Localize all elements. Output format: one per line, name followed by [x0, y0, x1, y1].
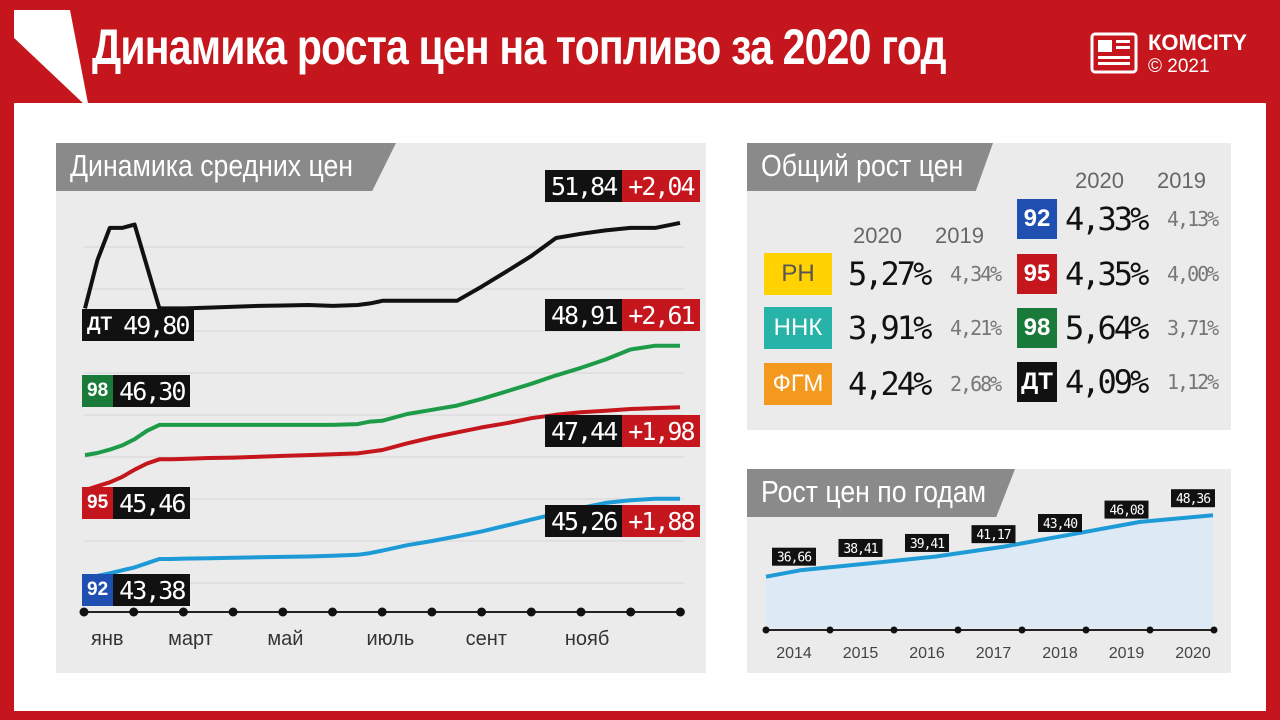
x-tick-label: март	[168, 628, 213, 650]
panel-header: Рост цен по годам	[747, 469, 1015, 517]
fuel-year-2019: 2019	[1157, 168, 1206, 193]
fuel-row-98: 98 5,64% 3,71%	[1017, 307, 1219, 349]
dt-end-value: 51,84	[545, 170, 623, 202]
fuel-row-95: 95 4,35% 4,00%	[1017, 253, 1219, 295]
company-value-2019: 4,21%	[950, 316, 1002, 340]
f98-end-value: 48,91	[545, 299, 623, 331]
company-year-2020: 2020	[853, 223, 902, 248]
fuel-badge-dt: ДТ	[1017, 362, 1057, 402]
company-value-2020: 3,91%	[848, 309, 932, 347]
f92-end-badge: 45,26 +1,88	[545, 505, 700, 537]
panel-title: Рост цен по годам	[761, 474, 987, 509]
company-value-2019: 2,68%	[950, 372, 1002, 396]
company-value-2020: 5,27%	[848, 255, 932, 293]
f95-change-value: +1,98	[622, 415, 700, 447]
x-tick-label: июль	[366, 628, 415, 650]
overall-growth-panel: Общий рост цен 2020 2019 РН 5,27% 4,34% …	[747, 143, 1231, 430]
brand-name: КОМCITY	[1148, 30, 1247, 55]
komcity-logo-icon	[1090, 32, 1138, 74]
panel-title: Общий рост цен	[761, 148, 964, 183]
x-tick-label: май	[267, 628, 304, 650]
f92-label: 92	[82, 574, 114, 606]
x-tick-label: нояб	[564, 628, 610, 650]
company-row-fgm: ФГМ 4,24% 2,68%	[764, 363, 1002, 405]
dt-label: ДТ	[82, 309, 118, 341]
fuel-badge-95: 95	[1017, 254, 1057, 294]
f92-end-value: 45,26	[545, 505, 623, 537]
f92-start-value: 43,38	[113, 574, 191, 606]
fuel-year-2020: 2020	[1075, 168, 1124, 193]
f92-start-badge: 92 43,38	[82, 574, 191, 606]
fuel-value-2019: 1,12%	[1167, 370, 1219, 394]
company-row-nnk: ННК 3,91% 4,21%	[764, 307, 1002, 349]
fuel-value-2020: 4,35%	[1065, 255, 1149, 293]
company-year-2019: 2019	[935, 223, 984, 248]
x-tick-label: сент	[465, 628, 507, 650]
fuel-badge-92: 92	[1017, 199, 1057, 239]
title-bar-band	[70, 10, 1266, 103]
panel-header: Динамика средних цен	[56, 143, 396, 191]
panel-title: Динамика средних цен	[70, 148, 354, 183]
f98-end-badge: 48,91 +2,61	[545, 299, 700, 331]
company-value-2020: 4,24%	[848, 365, 932, 403]
dt-change-value: +2,04	[622, 170, 700, 202]
page-title: Динамика роста цен на топливо за 2020 го…	[92, 19, 947, 75]
dt-start-badge: ДТ 49,80	[82, 309, 195, 341]
company-value-2019: 4,34%	[950, 262, 1002, 286]
f92-change-value: +1,88	[622, 505, 700, 537]
x-tick-label: янв	[91, 628, 124, 650]
f95-end-badge: 47,44 +1,98	[545, 415, 700, 447]
fuel-value-2020: 4,33%	[1065, 200, 1149, 238]
company-badge-rn: РН	[764, 253, 832, 295]
fuel-badge-98: 98	[1017, 308, 1057, 348]
company-badge-nnk: ННК	[764, 307, 832, 349]
title-bar: Динамика роста цен на топливо за 2020 го…	[0, 0, 1280, 103]
yearly-growth-panel: Рост цен по годам	[747, 469, 1231, 673]
dt-start-value: 49,80	[117, 309, 195, 341]
fuel-value-2019: 4,13%	[1167, 207, 1219, 231]
f95-start-badge: 95 45,46	[82, 487, 191, 519]
company-row-rn: РН 5,27% 4,34%	[764, 253, 1002, 295]
f98-label: 98	[82, 375, 114, 407]
company-badge-fgm: ФГМ	[764, 363, 832, 405]
copyright: © 2021	[1148, 56, 1210, 77]
f98-start-badge: 98 46,30	[82, 375, 191, 407]
fuel-value-2019: 4,00%	[1167, 262, 1219, 286]
fuel-value-2020: 5,64%	[1065, 309, 1149, 347]
f98-change-value: +2,61	[622, 299, 700, 331]
f98-start-value: 46,30	[113, 375, 191, 407]
dt-end-badge: 51,84 +2,04	[545, 170, 700, 202]
fuel-row-dt: ДТ 4,09% 1,12%	[1017, 361, 1219, 403]
f95-label: 95	[82, 487, 114, 519]
fuel-value-2019: 3,71%	[1167, 316, 1219, 340]
fuel-row-92: 92 4,33% 4,13%	[1017, 198, 1219, 240]
fuel-value-2020: 4,09%	[1065, 363, 1149, 401]
panel-header: Общий рост цен	[747, 143, 993, 191]
f95-start-value: 45,46	[113, 487, 191, 519]
f95-end-value: 47,44	[545, 415, 623, 447]
